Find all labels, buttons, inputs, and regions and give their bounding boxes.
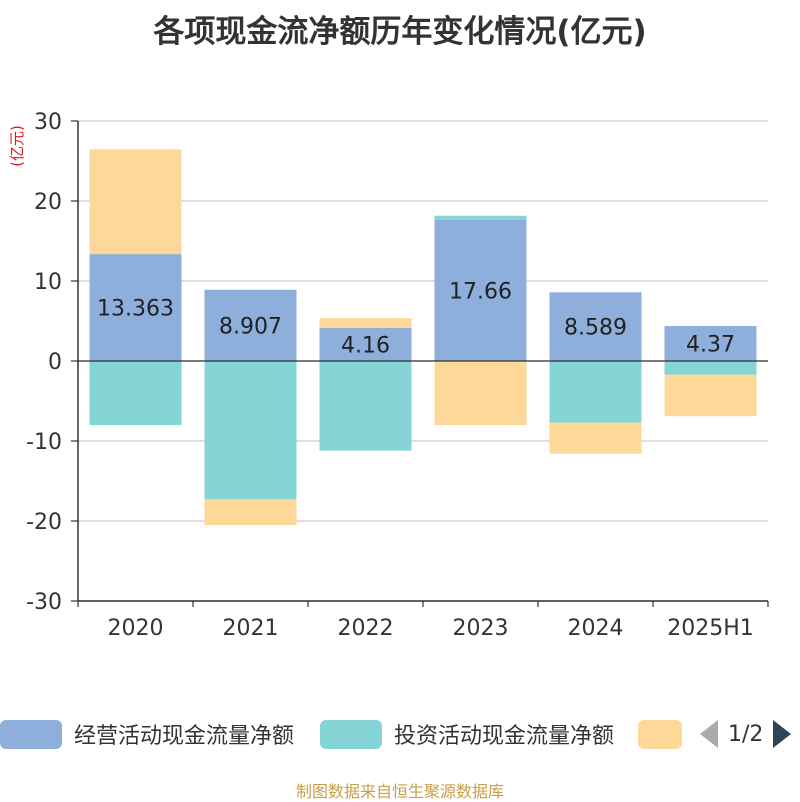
chart-title: 各项现金流净额历年变化情况(亿元) bbox=[153, 14, 647, 50]
bar-series0-2020[interactable] bbox=[89, 254, 182, 361]
y-tick-label: -30 bbox=[26, 590, 62, 615]
bar-series2-2025H1[interactable] bbox=[664, 374, 757, 417]
bar-series2-2021[interactable] bbox=[204, 499, 297, 525]
data-label-2020: 13.363 bbox=[97, 297, 174, 322]
data-label-2022: 4.16 bbox=[341, 333, 390, 358]
x-tick-label: 2025H1 bbox=[667, 616, 754, 641]
axis-layer: 30 20 10 0 -10 -20 -30 2020 2021 2022 2023 2024 2025… bbox=[26, 110, 769, 641]
pager-prev-icon[interactable] bbox=[700, 720, 718, 748]
data-label-layer: 13.363 8.907 4.16 17.66 8.589 4.37 bbox=[97, 279, 735, 358]
legend-item-operating[interactable]: 经营活动现金流量净额 bbox=[0, 716, 294, 752]
data-label-2024: 8.589 bbox=[564, 316, 627, 341]
pager-text: 1/2 bbox=[728, 721, 764, 747]
bar-series2-2024[interactable] bbox=[549, 422, 642, 454]
pager-next-icon[interactable] bbox=[773, 720, 792, 748]
bar-series1-2025H1[interactable] bbox=[664, 361, 757, 375]
y-tick-label: 30 bbox=[34, 110, 62, 135]
y-tick-label: 20 bbox=[34, 190, 62, 215]
bar-series1-2024[interactable] bbox=[549, 361, 642, 423]
bar-series0-2022[interactable] bbox=[319, 327, 412, 361]
bar-series1-2021[interactable] bbox=[204, 361, 297, 500]
bar-series2-2022[interactable] bbox=[319, 318, 412, 328]
data-label-2021: 8.907 bbox=[219, 314, 282, 339]
legend-pager: 1/2 bbox=[700, 716, 792, 752]
legend-label-investing: 投资活动现金流量净额 bbox=[394, 724, 615, 749]
bar-layer bbox=[89, 149, 757, 525]
source-note: 制图数据来自恒生聚源数据库 bbox=[295, 782, 504, 801]
y-tick-label: -10 bbox=[26, 430, 62, 455]
bar-series1-2022[interactable] bbox=[319, 361, 412, 451]
y-tick-label: 10 bbox=[34, 270, 62, 295]
bar-series2-2023[interactable] bbox=[434, 361, 527, 425]
data-label-2025H1: 4.37 bbox=[686, 333, 735, 358]
bar-series0-2024[interactable] bbox=[549, 292, 642, 361]
bar-series1-2023[interactable] bbox=[434, 215, 527, 220]
bar-series0-2023[interactable] bbox=[434, 219, 527, 361]
x-tick-label: 2021 bbox=[223, 616, 279, 641]
y-axis-unit-label: (亿元) bbox=[8, 125, 26, 167]
legend: 经营活动现金流量净额 投资活动现金流量净额 1/2 bbox=[0, 716, 800, 756]
y-tick-label: 0 bbox=[48, 350, 62, 375]
bar-series0-2021[interactable] bbox=[204, 289, 297, 361]
bar-series1-2020[interactable] bbox=[89, 361, 182, 425]
bar-series2-2020[interactable] bbox=[89, 149, 182, 255]
x-tick-label: 2024 bbox=[568, 616, 624, 641]
bar-series0-2025H1[interactable] bbox=[664, 326, 757, 361]
x-tick-label: 2020 bbox=[108, 616, 164, 641]
x-tick-label: 2022 bbox=[338, 616, 394, 641]
data-label-2023: 17.66 bbox=[449, 279, 512, 304]
legend-label-operating: 经营活动现金流量净额 bbox=[74, 724, 295, 749]
legend-item-investing[interactable]: 投资活动现金流量净额 bbox=[320, 716, 614, 752]
legend-swatch-operating bbox=[0, 719, 62, 749]
legend-swatch-third bbox=[638, 719, 682, 749]
legend-swatch-investing bbox=[320, 719, 382, 749]
legend-item-third[interactable] bbox=[638, 716, 682, 752]
x-tick-label: 2023 bbox=[453, 616, 509, 641]
y-tick-label: -20 bbox=[26, 510, 62, 535]
